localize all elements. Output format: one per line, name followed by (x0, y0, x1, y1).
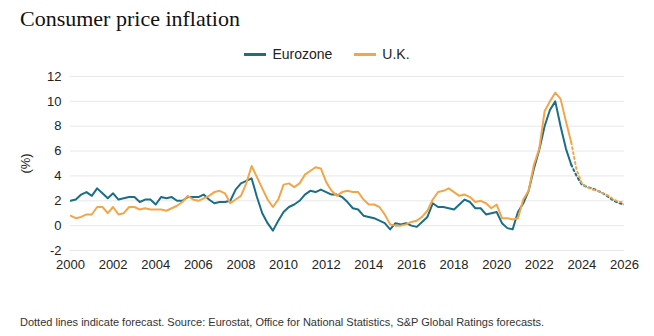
svg-text:2: 2 (54, 193, 61, 208)
svg-text:2008: 2008 (227, 257, 256, 272)
svg-text:2006: 2006 (184, 257, 213, 272)
svg-text:12: 12 (47, 69, 61, 84)
svg-text:4: 4 (54, 168, 61, 183)
html-text:Eurozone: Eurozone (272, 46, 333, 62)
svg-text:6: 6 (54, 143, 61, 158)
html-text:Consumer price inflation: Consumer price inflation (20, 6, 240, 31)
html-text:U.K.: U.K. (382, 46, 410, 62)
svg-text:10: 10 (47, 94, 61, 109)
svg-text:2024: 2024 (567, 257, 596, 272)
svg-text:2016: 2016 (397, 257, 426, 272)
svg-text:2022: 2022 (525, 257, 554, 272)
svg-text:2026: 2026 (610, 257, 639, 272)
svg-text:2004: 2004 (141, 257, 170, 272)
svg-text:2010: 2010 (269, 257, 298, 272)
svg-text:8: 8 (54, 118, 61, 133)
svg-text:2002: 2002 (99, 257, 128, 272)
svg-text:2012: 2012 (312, 257, 341, 272)
svg-text:(%): (%) (18, 153, 33, 173)
svg-text:0: 0 (54, 218, 61, 233)
svg-text:2020: 2020 (482, 257, 511, 272)
svg-text:2018: 2018 (440, 257, 469, 272)
svg-text:-2: -2 (50, 243, 62, 258)
svg-text:2014: 2014 (354, 257, 383, 272)
svg-text:2000: 2000 (56, 257, 85, 272)
html-text:Dotted lines indicate forecast: Dotted lines indicate forecast. Source: … (20, 316, 545, 328)
